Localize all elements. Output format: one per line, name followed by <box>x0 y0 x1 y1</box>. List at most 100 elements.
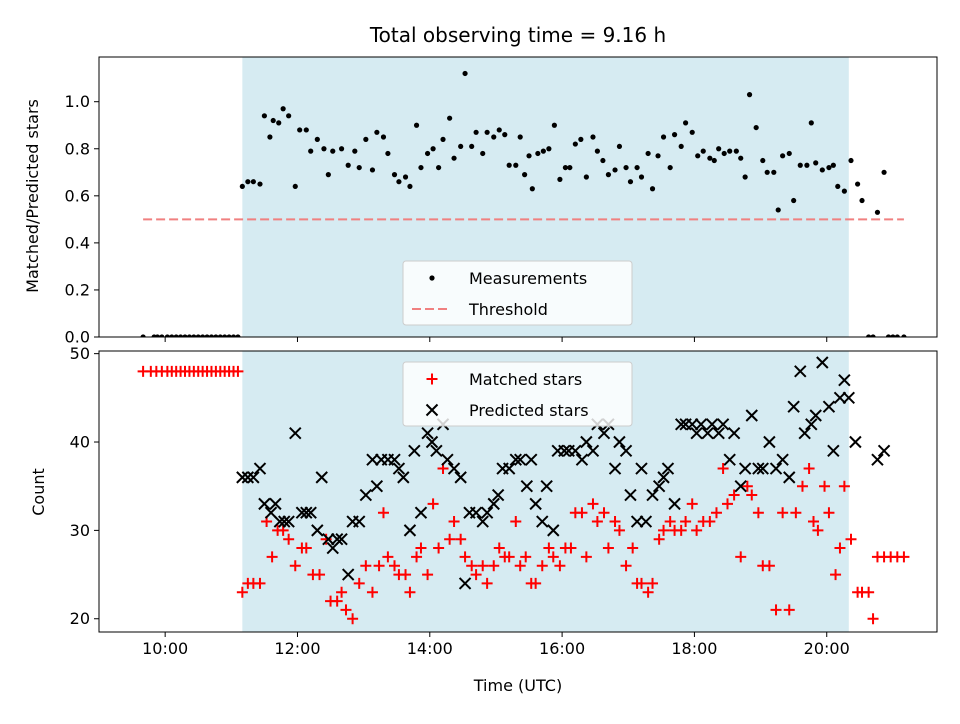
predicted-stars-marker <box>734 479 747 493</box>
top-point <box>797 162 803 168</box>
top-point <box>771 169 777 175</box>
matched-stars-marker <box>466 560 478 572</box>
top-point <box>535 150 541 157</box>
top-point <box>578 136 584 142</box>
top-point <box>634 164 640 171</box>
matched-stars-marker <box>411 551 423 563</box>
matched-stars-marker <box>530 577 542 589</box>
top-point <box>356 164 362 171</box>
matched-stars-marker <box>266 551 278 563</box>
matched-stars-marker <box>554 560 566 572</box>
top-point <box>261 113 267 119</box>
top-point <box>345 162 351 168</box>
predicted-stars-marker <box>769 462 783 475</box>
predicted-stars-marker <box>619 444 633 458</box>
matched-stars-marker <box>444 533 456 545</box>
matched-stars-marker <box>300 542 312 554</box>
top-point <box>462 70 468 77</box>
top-point <box>623 164 629 171</box>
matched-stars-marker <box>377 507 389 519</box>
predicted-stars-marker <box>575 453 589 466</box>
top-point <box>678 143 684 150</box>
predicted-stars-marker <box>822 400 836 413</box>
top-y-tick-label: 1.0 <box>65 92 90 111</box>
top-point <box>250 179 256 185</box>
predicted-stars-marker <box>469 506 483 519</box>
predicted-stars-marker <box>838 373 851 387</box>
top-point <box>267 134 273 140</box>
predicted-stars-marker <box>392 462 406 475</box>
legend-measurements-marker <box>429 275 435 281</box>
top-point <box>791 197 797 204</box>
top-point <box>396 179 402 185</box>
top-point <box>870 334 876 337</box>
top-legend: Measurements Threshold <box>402 260 633 326</box>
predicted-stars-marker <box>536 515 549 528</box>
top-point <box>742 174 748 180</box>
predicted-stars-marker <box>794 365 807 378</box>
top-point <box>208 334 215 337</box>
top-point <box>430 146 436 152</box>
predicted-stars-marker <box>652 479 666 493</box>
top-point <box>385 150 391 157</box>
predicted-stars-marker <box>403 524 417 537</box>
predicted-stars-marker <box>776 453 789 466</box>
predicted-stars-marker <box>716 418 730 431</box>
matched-stars-marker <box>448 516 460 528</box>
top-point <box>671 132 678 138</box>
matched-stars-marker <box>576 507 588 519</box>
top-point <box>200 334 206 337</box>
top-point <box>191 334 197 337</box>
top-point <box>458 143 464 150</box>
matched-stars-marker <box>686 498 698 510</box>
top-point <box>901 334 907 337</box>
top-point <box>286 113 292 119</box>
predicted-stars-marker <box>871 453 884 466</box>
bottom-data-points <box>137 356 910 625</box>
matched-stars-marker <box>236 586 248 598</box>
top-point <box>655 153 661 159</box>
predicted-stars-marker <box>241 471 255 484</box>
predicted-stars-marker <box>624 488 637 502</box>
top-point <box>391 172 398 178</box>
top-point <box>230 334 237 337</box>
top-point <box>502 132 508 138</box>
matched-stars-marker <box>543 542 555 554</box>
predicted-stars-marker <box>783 471 796 484</box>
top-point <box>374 129 380 135</box>
predicted-stars-marker <box>253 462 267 475</box>
predicted-stars-marker <box>269 497 282 511</box>
matched-stars-marker <box>433 542 445 554</box>
matched-stars-marker <box>602 542 614 554</box>
top-point <box>583 174 589 180</box>
top-point <box>866 334 872 337</box>
bottom-legend-box <box>402 361 633 427</box>
legend-label: Measurements <box>469 269 587 288</box>
top-point <box>890 334 896 337</box>
predicted-stars-marker <box>502 462 516 475</box>
predicted-stars-marker <box>300 506 313 519</box>
predicted-stars-marker <box>282 515 295 528</box>
top-point <box>526 153 532 159</box>
top-point <box>402 174 409 180</box>
top-point <box>217 334 223 337</box>
top-point <box>303 127 309 133</box>
matched-stars-marker <box>347 613 359 625</box>
predicted-stars-marker <box>842 391 855 405</box>
matched-stars-marker <box>580 551 592 563</box>
matched-stars-marker <box>289 560 301 572</box>
top-point <box>894 334 900 337</box>
matched-stars-marker <box>635 577 647 589</box>
top-point <box>222 334 228 337</box>
top-point <box>780 153 786 159</box>
top-point <box>451 155 457 161</box>
top-point <box>841 188 847 194</box>
top-point <box>638 174 645 180</box>
predicted-stars-marker <box>397 471 410 484</box>
top-point <box>169 334 175 337</box>
matched-stars-marker <box>415 542 427 554</box>
x-tick-label: 12:00 <box>274 639 320 658</box>
top-point <box>522 172 528 178</box>
matched-stars-marker <box>331 595 343 607</box>
top-y-axis-label: Matched/Predicted stars <box>23 99 42 293</box>
